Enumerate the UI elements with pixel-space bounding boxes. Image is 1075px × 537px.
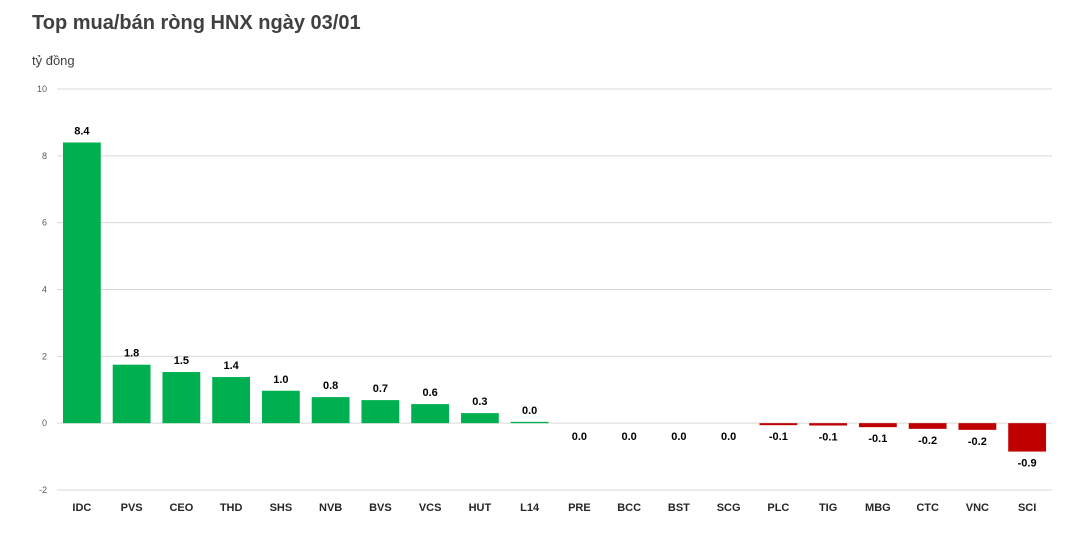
data-label: -0.1 (819, 432, 838, 444)
y-tick-label: 4 (42, 285, 47, 295)
x-tick-label: CEO (169, 502, 193, 514)
x-tick-label: IDC (72, 502, 91, 514)
x-tick-label: NVB (319, 502, 342, 514)
x-tick-label: BST (668, 502, 690, 514)
data-label: 0.0 (621, 431, 636, 443)
x-tick-label: MBG (865, 502, 891, 514)
x-tick-label: PVS (121, 502, 143, 514)
data-label: 1.8 (124, 348, 139, 360)
bar-l14 (510, 421, 549, 424)
bar-hut (460, 413, 499, 424)
bar-pvs (112, 364, 151, 424)
x-tick-label: CTC (916, 502, 939, 514)
y-tick-label: 6 (42, 218, 47, 228)
bar-vcs (411, 404, 450, 424)
data-label: 0.0 (671, 431, 686, 443)
y-tick-label: -2 (39, 485, 47, 495)
bar-ctc (908, 423, 947, 429)
x-tick-label: THD (220, 502, 243, 514)
data-label: -0.9 (1018, 458, 1037, 470)
bar-vnc (958, 423, 997, 430)
data-label: 1.0 (273, 374, 288, 386)
bar-ceo (162, 372, 201, 424)
chart-title: Top mua/bán ròng HNX ngày 03/01 (32, 12, 361, 34)
y-tick-label: 8 (42, 151, 47, 161)
data-label: 0.0 (721, 431, 736, 443)
data-label: -0.1 (868, 433, 887, 445)
data-label: 0.8 (323, 380, 338, 392)
bar-sci (1008, 423, 1047, 452)
data-label: 8.4 (74, 125, 90, 137)
y-tick-label: 10 (37, 84, 47, 94)
x-tick-label: TIG (819, 502, 837, 514)
data-label: 1.4 (223, 360, 239, 372)
unit-label: tỷ đồng (32, 53, 75, 68)
data-label: -0.1 (769, 431, 788, 443)
data-label: 0.6 (422, 387, 437, 399)
data-label: 0.0 (572, 431, 587, 443)
bar-plc (759, 423, 798, 426)
x-tick-label: SHS (270, 502, 293, 514)
x-tick-label: PLC (767, 502, 789, 514)
x-tick-label: BVS (369, 502, 392, 514)
data-label: 0.7 (373, 383, 388, 395)
x-tick-label: VNC (966, 502, 989, 514)
x-tick-label: BCC (617, 502, 641, 514)
x-tick-label: PRE (568, 502, 591, 514)
x-tick-label: SCG (717, 502, 741, 514)
bar-nvb (311, 397, 350, 424)
x-tick-label: SCI (1018, 502, 1036, 514)
y-tick-label: 0 (42, 418, 47, 428)
y-tick-label: 2 (42, 351, 47, 361)
bar-thd (212, 377, 251, 424)
bar-tig (809, 423, 848, 426)
x-tick-label: HUT (469, 502, 492, 514)
data-label: -0.2 (918, 435, 937, 447)
bar-bvs (361, 400, 400, 424)
data-label: 0.0 (522, 405, 537, 417)
bar-shs (261, 390, 300, 424)
data-label: -0.2 (968, 436, 987, 448)
data-label: 0.3 (472, 396, 487, 408)
bar-idc (62, 142, 101, 424)
x-tick-label: VCS (419, 502, 442, 514)
bar-mbg (858, 423, 897, 428)
x-tick-label: L14 (520, 502, 540, 514)
data-label: 1.5 (174, 355, 189, 367)
